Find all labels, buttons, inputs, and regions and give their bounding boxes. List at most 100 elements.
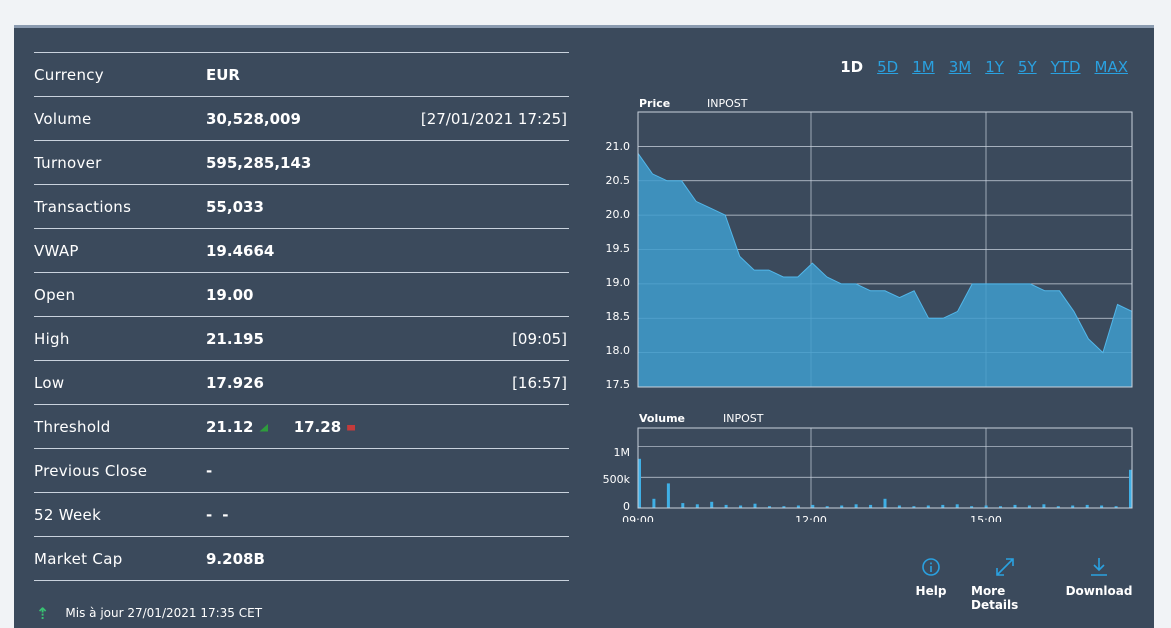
download-icon	[1091, 558, 1107, 576]
expand-icon	[996, 558, 1014, 576]
volume-bar	[811, 504, 815, 508]
value-previous-close: -	[206, 462, 213, 480]
volume-bar	[854, 504, 858, 508]
value-high: 21.195	[206, 330, 264, 348]
volume-y-tick: 1M	[614, 446, 631, 459]
row-open: Open 19.00	[34, 272, 569, 316]
value-volume: 30,528,009	[206, 110, 301, 128]
price-frame	[637, 111, 1133, 388]
more-details-label: More Details	[971, 584, 1019, 612]
price-y-tick: 17.5	[606, 378, 631, 391]
volume-bar	[926, 505, 930, 508]
price-chart-title: Price	[639, 97, 670, 110]
volume-bar	[912, 506, 916, 508]
down-arrow-icon	[347, 424, 356, 431]
price-y-tick: 21.0	[606, 140, 631, 153]
price-area	[637, 151, 1133, 388]
stats-table: Currency EUR Volume 30,528,009 [27/01/20…	[34, 52, 569, 581]
volume-bar	[970, 506, 974, 508]
volume-grid	[638, 428, 1132, 508]
x-tick-1500: 15:00	[970, 514, 1002, 522]
price-y-tick: 19.0	[606, 276, 631, 289]
refresh-icon: ⇡	[36, 604, 50, 623]
value-open: 19.00	[206, 286, 254, 304]
period-max[interactable]: MAX	[1094, 58, 1128, 76]
value-threshold: 21.12 17.28	[206, 418, 356, 436]
x-tick-0900: 09:00	[622, 514, 654, 522]
label-market-cap: Market Cap	[34, 550, 123, 568]
value-currency: EUR	[206, 66, 240, 84]
period-5d[interactable]: 5D	[877, 58, 899, 76]
updated-text: Mis à jour 27/01/2021 17:35 CET	[65, 606, 263, 620]
volume-timestamp: [27/01/2021 17:25]	[420, 110, 567, 128]
x-tick-1200: 12:00	[795, 514, 827, 522]
volume-bar	[1056, 506, 1060, 508]
price-y-ticks: 21.0 20.5 20.0 19.5 19.0 18.5 18.0 17.5	[606, 140, 631, 391]
price-y-tick: 18.5	[606, 310, 631, 323]
row-high: High 21.195 [09:05]	[34, 316, 569, 360]
volume-bar	[869, 504, 873, 508]
volume-bar	[1071, 505, 1075, 508]
volume-bar	[984, 505, 988, 508]
up-arrow-icon	[259, 423, 269, 432]
volume-bar	[1085, 504, 1089, 508]
period-selector: 1D 5D 1M 3M 1Y 5Y YTD MAX	[840, 58, 1128, 76]
value-52-week-low: -	[206, 506, 213, 524]
volume-bar	[840, 505, 844, 508]
price-y-tick: 19.5	[606, 242, 631, 255]
value-52-week-high: -	[222, 506, 229, 524]
volume-bar	[1114, 506, 1118, 508]
row-currency: Currency EUR	[34, 52, 569, 96]
threshold-up-value: 21.12	[206, 418, 254, 436]
volume-bars	[638, 458, 1132, 508]
download-label: Download	[1065, 584, 1133, 598]
volume-bar	[1027, 505, 1031, 508]
volume-bar	[782, 506, 786, 508]
volume-bar	[897, 505, 901, 508]
row-market-cap: Market Cap 9.208B	[34, 536, 569, 581]
last-updated: ⇡ Mis à jour 27/01/2021 17:35 CET	[36, 604, 262, 623]
period-1m[interactable]: 1M	[912, 58, 935, 76]
volume-bar	[638, 458, 641, 508]
label-low: Low	[34, 374, 65, 392]
row-turnover: Turnover 595,285,143	[34, 140, 569, 184]
volume-bar	[768, 506, 771, 508]
help-button[interactable]: Help	[909, 556, 953, 612]
label-threshold: Threshold	[34, 418, 111, 436]
value-market-cap: 9.208B	[206, 550, 265, 568]
more-details-button[interactable]: More Details	[971, 556, 1039, 612]
period-5y[interactable]: 5Y	[1017, 58, 1037, 76]
period-3m[interactable]: 3M	[948, 58, 972, 76]
volume-bar	[955, 504, 959, 508]
volume-chart-title: Volume	[639, 412, 685, 425]
volume-y-tick: 0	[623, 500, 630, 513]
row-previous-close: Previous Close -	[34, 448, 569, 492]
volume-bar	[710, 501, 714, 508]
quote-panel: Currency EUR Volume 30,528,009 [27/01/20…	[14, 25, 1154, 628]
price-y-tick: 18.0	[606, 344, 631, 357]
value-low: 17.926	[206, 374, 264, 392]
volume-bar	[1100, 505, 1104, 508]
volume-frame	[637, 427, 1133, 509]
volume-bar	[883, 498, 887, 508]
volume-bar	[1042, 504, 1046, 508]
volume-bar	[681, 503, 685, 508]
download-button[interactable]: Download	[1066, 556, 1132, 612]
period-1y[interactable]: 1Y	[985, 58, 1004, 76]
volume-bar	[796, 505, 800, 508]
label-vwap: VWAP	[34, 242, 79, 260]
label-turnover: Turnover	[34, 154, 102, 172]
label-currency: Currency	[34, 66, 104, 84]
value-vwap: 19.4664	[206, 242, 275, 260]
period-ytd[interactable]: YTD	[1050, 58, 1081, 76]
volume-bar	[753, 503, 757, 508]
period-1d[interactable]: 1D	[840, 58, 864, 76]
volume-bar	[941, 504, 945, 508]
row-transactions: Transactions 55,033	[34, 184, 569, 228]
chart-actions: Help More Details Download	[909, 556, 1132, 612]
value-turnover: 595,285,143	[206, 154, 312, 172]
price-chart-instrument: INPOST	[707, 97, 748, 110]
price-y-tick: 20.5	[606, 174, 631, 187]
row-52-week: 52 Week --	[34, 492, 569, 536]
volume-bar	[999, 506, 1002, 508]
